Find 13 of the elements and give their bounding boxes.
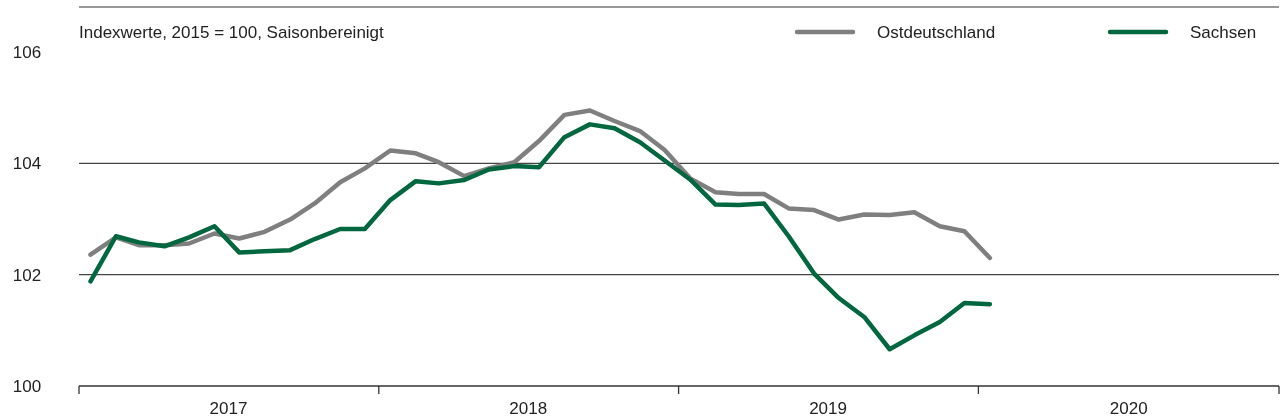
y-tick-label: 100 bbox=[12, 376, 42, 396]
line-series bbox=[88, 122, 993, 352]
y-tick-label: 106 bbox=[12, 42, 42, 62]
y-tick-label: 102 bbox=[12, 265, 42, 285]
x-tick-label: 2017 bbox=[209, 398, 248, 418]
legend-label: Sachsen bbox=[1190, 22, 1257, 42]
y-tick-label: 104 bbox=[12, 154, 42, 174]
x-tick-label: 2019 bbox=[809, 398, 847, 418]
x-tick-label: 2020 bbox=[1109, 398, 1148, 418]
chart-title: Indexwerte, 2015 = 100, Saisonbereinigt bbox=[79, 22, 385, 42]
line-series bbox=[88, 108, 993, 261]
x-tick-label: 2018 bbox=[509, 398, 548, 418]
legend-label: Ostdeutschland bbox=[877, 22, 996, 42]
